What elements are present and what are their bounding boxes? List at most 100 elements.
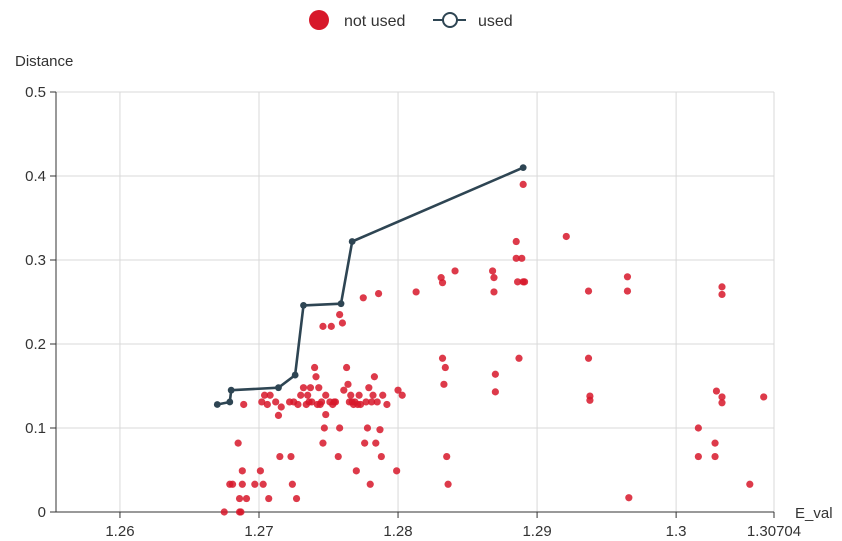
data-point-not-used — [306, 384, 315, 392]
data-point-not-used — [292, 494, 301, 503]
data-point-used — [227, 386, 235, 394]
legend[interactable]: not used used — [309, 10, 513, 30]
series-line-used — [217, 166, 524, 406]
data-point-not-used — [355, 391, 363, 399]
data-point-not-used — [320, 424, 328, 432]
ticks: 0 0.1 0.2 0.3 0.4 0.5 1.26 1.27 1.28 1.29 1.3 1.307… — [25, 84, 801, 540]
data-point-not-used — [347, 391, 355, 399]
data-point-not-used — [259, 480, 267, 488]
data-point-not-used — [322, 410, 330, 419]
data-point-used — [300, 301, 307, 309]
data-point-not-used — [266, 391, 274, 399]
data-point-not-used — [370, 373, 379, 381]
data-point-not-used — [288, 480, 296, 488]
y-tick-label: 0.3 — [25, 252, 46, 269]
data-point-not-used — [491, 370, 499, 378]
data-point-not-used — [299, 384, 308, 392]
data-point-not-used — [398, 391, 406, 399]
data-point-not-used — [308, 398, 316, 406]
data-point-not-used — [488, 267, 497, 275]
x-tick-label: 1.28 — [383, 523, 412, 540]
data-point-not-used — [263, 400, 271, 409]
data-point-not-used — [712, 387, 721, 395]
data-point-not-used — [394, 386, 402, 394]
data-point-not-used — [277, 403, 285, 411]
data-point-not-used — [366, 480, 374, 488]
x-tick-label: 1.27 — [244, 523, 273, 540]
x-tick-label: 1.30704 — [747, 523, 801, 540]
data-point-not-used — [512, 254, 520, 262]
data-point-not-used — [331, 398, 340, 406]
y-tick-label: 0.2 — [25, 336, 46, 353]
data-point-not-used — [319, 439, 327, 447]
data-point-not-used — [228, 480, 237, 488]
data-point-not-used — [362, 398, 370, 406]
data-point-not-used — [718, 290, 726, 299]
data-point-not-used — [319, 322, 327, 330]
y-tick-label: 0.1 — [25, 420, 46, 437]
data-point-not-used — [625, 494, 633, 502]
data-point-not-used — [352, 467, 360, 475]
data-point-not-used — [251, 480, 259, 488]
data-point-used — [519, 164, 527, 172]
data-point-used — [337, 300, 345, 308]
data-point-not-used — [440, 380, 448, 388]
data-point-not-used — [393, 467, 401, 475]
y-tick-label: 0.4 — [25, 168, 46, 185]
plot-area — [213, 164, 768, 516]
data-point-not-used — [311, 363, 319, 372]
y-axis-title: Distance — [15, 53, 73, 70]
data-point-not-used — [237, 508, 245, 516]
data-point-not-used — [586, 396, 594, 404]
data-point-not-used — [374, 290, 383, 298]
x-tick-label: 1.3 — [666, 523, 687, 540]
data-point-not-used — [490, 274, 498, 282]
data-point-not-used — [238, 480, 246, 488]
data-point-not-used — [368, 398, 376, 406]
data-point-not-used — [265, 494, 273, 503]
data-point-not-used — [490, 288, 498, 296]
data-point-not-used — [718, 399, 726, 407]
data-point-not-used — [334, 452, 342, 461]
data-point-not-used — [441, 363, 449, 372]
axes — [55, 92, 774, 513]
y-tick-label: 0 — [38, 504, 46, 521]
data-point-not-used — [451, 267, 459, 275]
data-point-not-used — [294, 400, 302, 409]
data-point-not-used — [438, 279, 447, 287]
x-axis-title: E_val — [795, 505, 833, 522]
data-point-not-used — [694, 452, 702, 461]
legend-used-marker — [442, 12, 458, 28]
grid — [56, 91, 775, 513]
data-point-not-used — [372, 439, 380, 447]
data-point-not-used — [512, 237, 520, 246]
data-point-not-used — [562, 232, 570, 241]
data-point-used — [213, 401, 221, 408]
data-point-not-used — [242, 494, 251, 503]
data-point-not-used — [365, 384, 373, 392]
data-point-not-used — [520, 278, 529, 286]
data-point-not-used — [297, 391, 305, 399]
data-point-not-used — [623, 273, 632, 281]
data-point-not-used — [514, 278, 522, 286]
data-point-not-used — [260, 391, 269, 399]
data-point-not-used — [373, 398, 381, 406]
data-point-not-used — [519, 180, 527, 188]
data-point-not-used — [340, 386, 348, 394]
data-point-not-used — [379, 391, 387, 399]
data-point-not-used — [338, 319, 347, 327]
data-point-used — [291, 371, 299, 379]
data-point-not-used — [361, 439, 369, 447]
data-point-used — [275, 384, 282, 392]
data-point-not-used — [518, 254, 526, 262]
data-point-not-used — [369, 391, 377, 399]
data-point-not-used — [718, 283, 726, 291]
data-point-not-used — [276, 452, 284, 461]
data-point-not-used — [491, 388, 499, 396]
data-point-not-used — [274, 411, 283, 419]
data-point-not-used — [383, 400, 391, 409]
data-point-not-used — [412, 288, 420, 296]
data-point-not-used — [258, 398, 266, 406]
data-point-not-used — [356, 400, 365, 409]
